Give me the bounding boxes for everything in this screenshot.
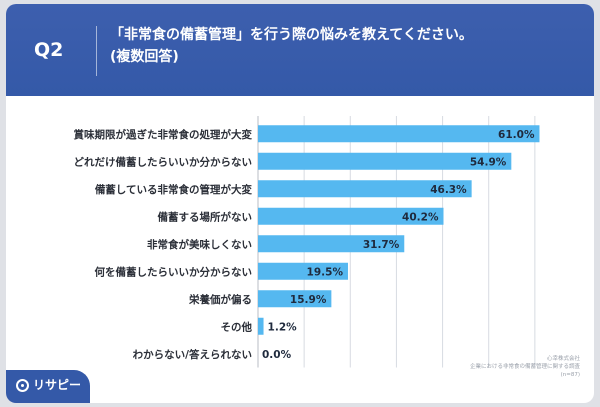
value-label: 54.9% xyxy=(470,156,507,168)
category-label: 賞味期限が過ぎた非常食の処理が大変 xyxy=(74,128,253,141)
bar xyxy=(258,290,332,308)
source-company: 心幸株式会社 xyxy=(546,356,580,362)
value-label: 61.0% xyxy=(498,129,535,141)
question-header: Q2 「非常食の備蓄管理」を行う際の悩みを教えてください。 (複数回答) xyxy=(6,4,594,96)
source-survey: 企業における非常食の備蓄管理に関する調査 xyxy=(469,364,580,370)
category-label: どれだけ備蓄したらいいか分からない xyxy=(74,155,253,168)
bar xyxy=(258,180,472,198)
bar xyxy=(258,125,540,143)
value-label: 19.5% xyxy=(307,266,344,278)
bar-chart: 賞味期限が過ぎた非常食の処理が大変 61.0% どれだけ備蓄したらいいか分からない 5… xyxy=(74,116,540,368)
source-sample-size: (n=87) xyxy=(560,372,580,378)
category-label: わからない/答えられない xyxy=(133,348,252,361)
bar xyxy=(258,207,444,225)
question-title-line1: 「非常食の備蓄管理」を行う際の悩みを教えてください。 xyxy=(110,27,473,43)
value-label: 46.3% xyxy=(430,184,467,196)
value-label: 0.0% xyxy=(262,349,292,361)
category-label: 何を備蓄したらいいか分からない xyxy=(95,265,253,278)
value-label: 1.2% xyxy=(268,321,298,333)
bar xyxy=(258,152,512,170)
question-title: 「非常食の備蓄管理」を行う際の悩みを教えてください。 (複数回答) xyxy=(110,24,580,68)
chart-card: Q2 「非常食の備蓄管理」を行う際の悩みを教えてください。 (複数回答) 賞味期… xyxy=(6,4,594,403)
category-label: 備蓄している非常食の管理が大変 xyxy=(95,183,253,196)
question-number: Q2 xyxy=(34,39,64,61)
header-divider xyxy=(96,26,97,76)
value-label: 31.7% xyxy=(363,239,400,251)
category-label: 備蓄する場所がない xyxy=(158,210,253,223)
bar xyxy=(258,235,405,253)
category-label: 非常食が美味しくない xyxy=(147,238,252,251)
logo-pin-icon xyxy=(16,379,29,392)
value-label: 40.2% xyxy=(402,211,439,223)
logo-text: リサピー xyxy=(33,378,82,392)
source-note: 心幸株式会社 企業における非常食の備蓄管理に関する調査 (n=87) xyxy=(360,355,580,379)
category-label: 栄養価が偏る xyxy=(188,293,252,306)
value-label: 15.9% xyxy=(290,294,327,306)
category-label: その他 xyxy=(221,320,253,333)
question-title-line2: (複数回答) xyxy=(110,49,179,65)
bar xyxy=(258,262,348,280)
bar xyxy=(258,317,264,335)
brand-logo: リサピー xyxy=(6,370,90,403)
